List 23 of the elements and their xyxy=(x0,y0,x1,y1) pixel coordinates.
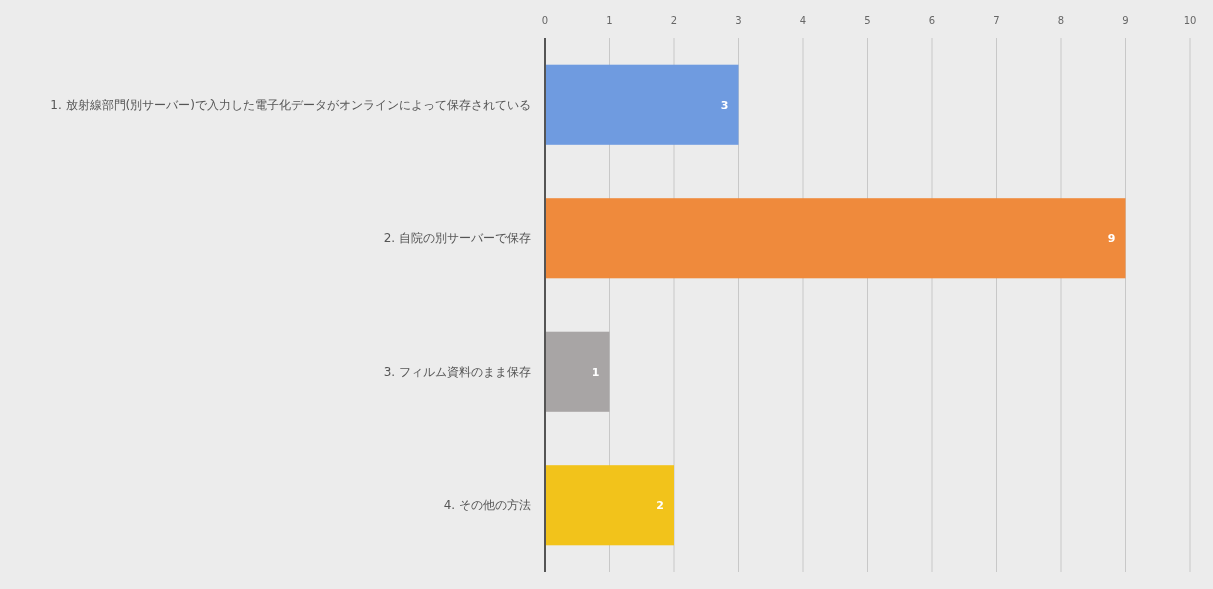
data-label: 9 xyxy=(1107,232,1116,246)
x-tick-label: 8 xyxy=(1057,15,1065,26)
x-tick-label: 9 xyxy=(1122,15,1129,26)
x-tick-label: 1 xyxy=(606,15,613,26)
bar xyxy=(545,64,739,145)
x-tick-label: 3 xyxy=(735,15,742,26)
x-tick-label: 0 xyxy=(541,15,549,26)
bar xyxy=(545,198,1126,279)
x-tick-label: 5 xyxy=(864,15,871,26)
x-tick-label: 4 xyxy=(799,15,807,26)
data-label: 3 xyxy=(720,98,729,112)
x-tick-label: 10 xyxy=(1183,15,1197,26)
bar xyxy=(545,465,674,546)
y-tick-label: 4. その他の方法 xyxy=(443,498,531,513)
y-tick-label: 2. 自院の別サーバーで保存 xyxy=(383,231,531,246)
bar xyxy=(545,331,610,412)
data-label: 1 xyxy=(591,365,600,379)
x-tick-label: 6 xyxy=(928,15,936,26)
x-tick-label: 2 xyxy=(670,15,678,26)
y-tick-label: 3. フィルム資料のまま保存 xyxy=(383,364,531,379)
y-tick-label: 1. 放射線部門(別サーバー)で入力した電子化データがオンラインによって保存されている xyxy=(50,97,531,112)
data-label: 2 xyxy=(656,499,664,513)
x-tick-label: 7 xyxy=(993,15,1000,26)
